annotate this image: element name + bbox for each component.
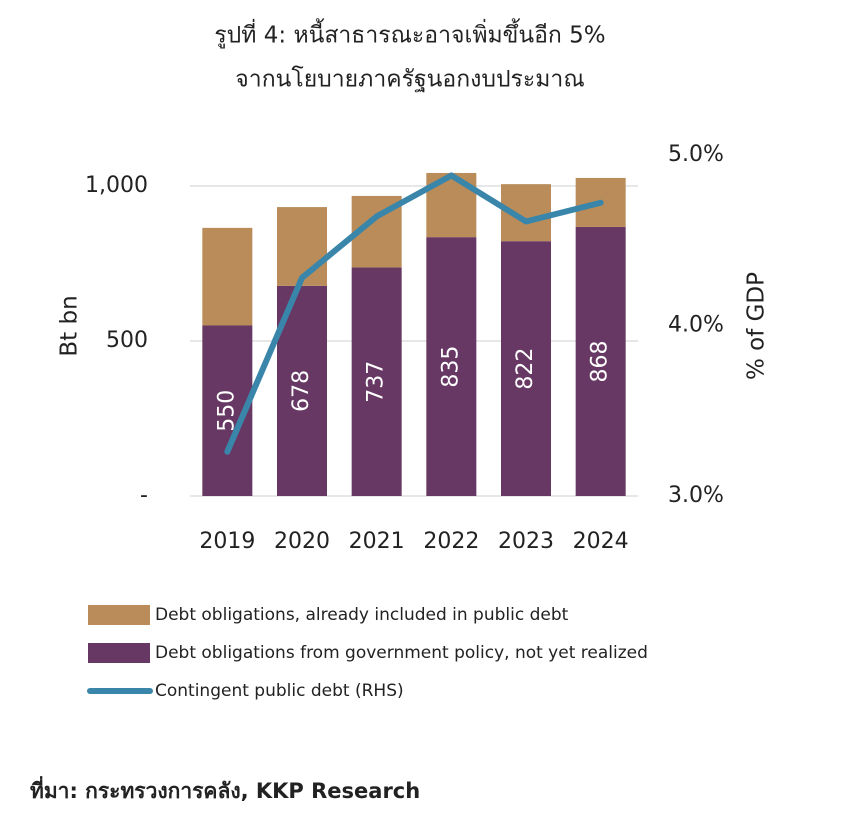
data-label: 737 — [364, 361, 389, 403]
legend-label: Contingent public debt (RHS) — [155, 681, 404, 701]
bar-segment — [277, 207, 327, 286]
data-label: 868 — [588, 340, 613, 382]
y2-axis-label: % of GDP — [744, 272, 770, 380]
legend-label: Debt obligations from government policy,… — [155, 643, 648, 663]
y-tick-label: - — [140, 483, 148, 508]
legend-swatch — [88, 605, 150, 625]
x-tick-label: 2023 — [498, 529, 554, 554]
x-tick-label: 2024 — [573, 529, 629, 554]
chart-title: จากนโยบายภาครัฐนอกงบประมาณ — [235, 66, 584, 93]
bar-segment — [202, 227, 253, 326]
line-series — [224, 172, 604, 455]
bar-segment — [575, 226, 626, 497]
source-note: ที่มา: กระทรวงการคลัง, KKP Research — [30, 775, 420, 803]
data-label: 835 — [438, 346, 463, 388]
y2-tick-label: 3.0% — [668, 483, 724, 508]
y2-tick-label: 5.0% — [668, 142, 724, 167]
x-tick-label: 2022 — [423, 529, 479, 554]
y-tick-label: 500 — [106, 328, 148, 353]
data-label: 678 — [289, 370, 314, 412]
y2-tick-label: 4.0% — [668, 313, 724, 338]
y-tick-label: 1,000 — [85, 173, 148, 198]
bar-segment — [501, 241, 551, 496]
x-tick-label: 2019 — [199, 529, 255, 554]
bar-segment — [351, 267, 402, 496]
data-label: 550 — [214, 390, 239, 432]
x-tick-label: 2021 — [349, 529, 405, 554]
data-label: 822 — [513, 348, 538, 390]
x-tick-label: 2020 — [274, 529, 330, 554]
legend-swatch — [88, 643, 150, 663]
y-axis-label: Bt bn — [57, 295, 83, 356]
legend-label: Debt obligations, already included in pu… — [155, 605, 569, 625]
bar-segment — [426, 237, 477, 496]
chart-title: รูปที่ 4: หนี้สาธารณะอาจเพิ่มขึ้นอีก 5% — [214, 19, 605, 49]
